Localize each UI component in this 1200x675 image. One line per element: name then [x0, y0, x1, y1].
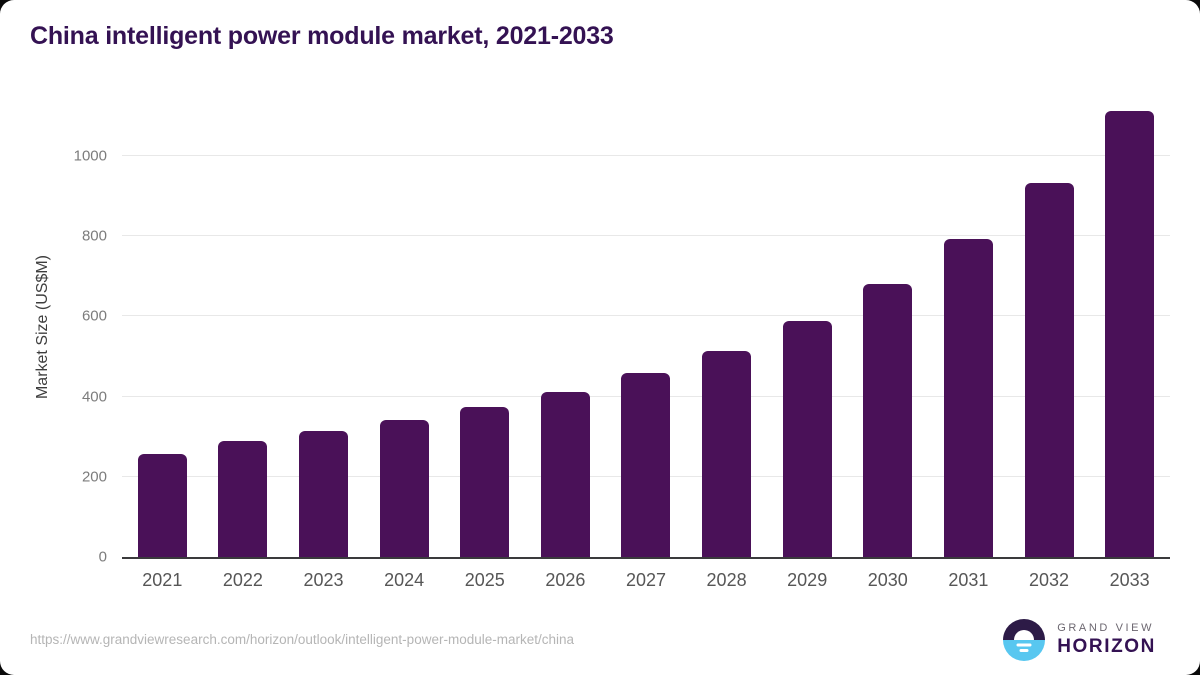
bar-slot-2026 [525, 99, 606, 557]
x-tick-label-2022: 2022 [222, 570, 263, 590]
y-tick-label-400: 400 [81, 388, 107, 406]
y-tick-label-600: 600 [81, 307, 107, 325]
x-tick-label-2028: 2028 [706, 570, 747, 590]
bar-slot-2029 [767, 99, 848, 557]
logo-horizon-text: HORIZON [1057, 636, 1156, 657]
bar-slot-2033 [1089, 99, 1170, 557]
x-tick-label-2032: 2032 [1028, 570, 1070, 590]
x-tick-label-2021: 2021 [142, 570, 183, 590]
chart-title: China intelligent power module market, 2… [30, 22, 614, 50]
bar-slot-2023 [283, 99, 364, 557]
gridline-800 [122, 235, 1170, 237]
logo-text: GRAND VIEW HORIZON [1057, 622, 1156, 658]
y-tick-label-800: 800 [81, 227, 107, 245]
bar-slot-2024 [364, 99, 445, 557]
bar-2024 [379, 420, 429, 557]
x-tick-label-2031: 2031 [948, 570, 989, 590]
plot-area [122, 99, 1170, 559]
gridline-1000 [122, 154, 1170, 156]
x-tick-label-2024: 2024 [384, 570, 425, 590]
y-tick-label-1000: 1000 [73, 147, 107, 165]
bar-2029 [782, 320, 832, 557]
x-tick-label-2026: 2026 [545, 570, 586, 590]
gridline-600 [122, 315, 1170, 317]
bar-2022 [218, 441, 268, 557]
bar-2030 [863, 283, 913, 557]
grand-view-horizon-logo: GRAND VIEW HORIZON [1003, 619, 1156, 661]
bar-slot-2030 [847, 99, 928, 557]
x-tick-label-2025: 2025 [464, 570, 505, 590]
bar-slot-2022 [203, 99, 284, 557]
bar-2026 [540, 392, 590, 557]
bar-2027 [621, 373, 671, 557]
x-tick-label-2030: 2030 [867, 570, 908, 590]
bar-2031 [943, 238, 993, 557]
x-tick-label-2023: 2023 [303, 570, 344, 590]
bar-slot-2025 [444, 99, 525, 557]
bar-2032 [1024, 182, 1074, 557]
bar-slot-2032 [1009, 99, 1090, 557]
bar-slot-2027 [606, 99, 687, 557]
x-tick-label-2027: 2027 [625, 570, 666, 590]
bar-2033 [1105, 110, 1155, 557]
y-tick-label-0: 0 [98, 548, 107, 566]
bar-slot-2021 [122, 99, 203, 557]
bar-slot-2028 [686, 99, 767, 557]
bar-2021 [137, 454, 187, 557]
x-axis-tick-labels: 2021 2022 2023 2024 2025 2026 2027 2028 2029 2030… [122, 570, 1170, 591]
bar-2023 [299, 431, 349, 557]
bar-slot-2031 [928, 99, 1009, 557]
y-axis-tick-labels: 0 200 400 600 800 1000 [40, 99, 107, 565]
bar-2025 [460, 407, 510, 557]
logo-grand-view-text: GRAND VIEW [1057, 622, 1155, 634]
bars-group [122, 99, 1170, 557]
y-tick-label-200: 200 [81, 468, 107, 486]
bar-2028 [702, 350, 752, 557]
x-tick-label-2033: 2033 [1109, 570, 1150, 590]
source-url: https://www.grandviewresearch.com/horizo… [30, 632, 575, 647]
x-tick-label-2029: 2029 [787, 570, 828, 590]
horizon-sun-icon [1003, 619, 1046, 661]
